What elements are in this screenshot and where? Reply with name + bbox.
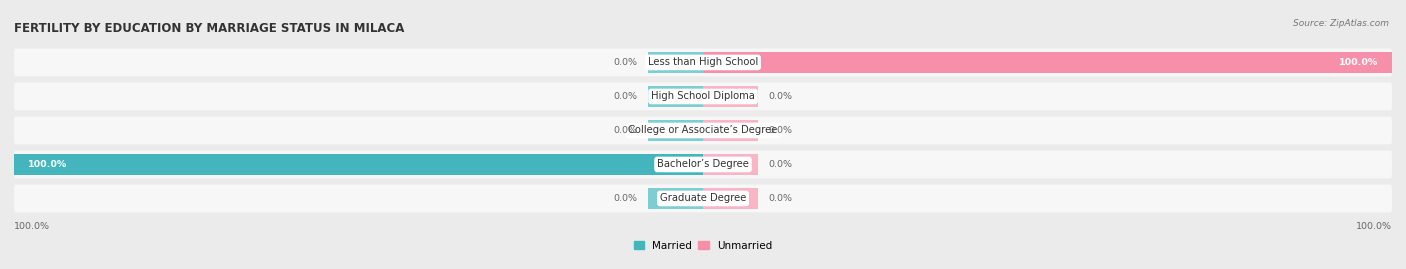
FancyBboxPatch shape [14,48,1392,76]
Bar [703,188,758,209]
Text: 0.0%: 0.0% [769,126,793,135]
Bar [703,120,758,141]
Text: 0.0%: 0.0% [769,92,793,101]
Legend: Married, Unmarried: Married, Unmarried [630,237,776,255]
Text: 100.0%: 100.0% [1355,222,1392,231]
Text: 0.0%: 0.0% [769,194,793,203]
Text: 100.0%: 100.0% [28,160,67,169]
Bar [703,154,758,175]
Bar [648,188,703,209]
Bar [703,86,758,107]
FancyBboxPatch shape [14,151,1392,178]
Text: Source: ZipAtlas.com: Source: ZipAtlas.com [1294,19,1389,28]
Bar [648,86,703,107]
Text: College or Associate’s Degree: College or Associate’s Degree [628,125,778,136]
Text: 100.0%: 100.0% [1339,58,1378,67]
Text: 0.0%: 0.0% [769,160,793,169]
Text: Graduate Degree: Graduate Degree [659,193,747,203]
FancyBboxPatch shape [14,185,1392,213]
Bar [648,52,703,73]
Bar [703,52,1392,73]
Text: 0.0%: 0.0% [613,126,637,135]
FancyBboxPatch shape [14,83,1392,110]
Bar [648,120,703,141]
Text: 0.0%: 0.0% [613,194,637,203]
Text: 0.0%: 0.0% [613,58,637,67]
Text: FERTILITY BY EDUCATION BY MARRIAGE STATUS IN MILACA: FERTILITY BY EDUCATION BY MARRIAGE STATU… [14,22,405,35]
FancyBboxPatch shape [14,116,1392,144]
Text: 0.0%: 0.0% [613,92,637,101]
Text: Bachelor’s Degree: Bachelor’s Degree [657,160,749,169]
Text: 100.0%: 100.0% [14,222,51,231]
Text: High School Diploma: High School Diploma [651,91,755,101]
Bar [14,154,703,175]
Text: Less than High School: Less than High School [648,58,758,68]
